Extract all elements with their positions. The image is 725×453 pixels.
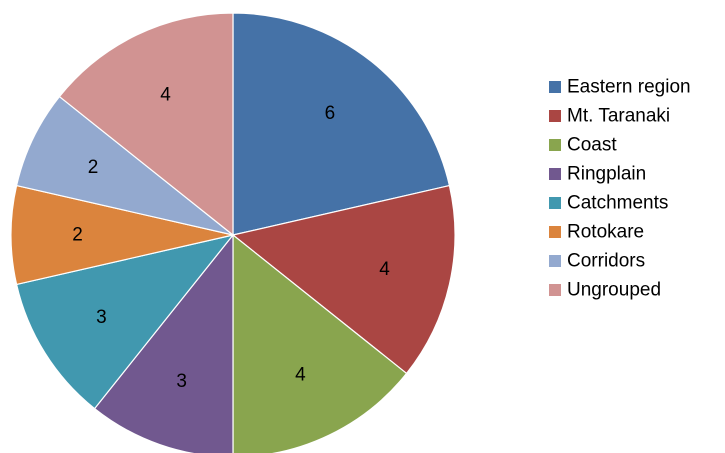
slice-rotokare	[10, 184, 234, 286]
legend-swatch-coast	[549, 139, 561, 151]
slice-eastern-region	[232, 12, 451, 236]
legend-swatch-rotokare	[549, 226, 561, 238]
data-label-corridors: 2	[88, 157, 99, 178]
legend: Eastern region Mt. Taranaki Coast Ringplain…	[549, 77, 691, 301]
slice-corridors	[15, 95, 234, 236]
pie-data-labels: 6 4 4 3 3 2 2 4	[72, 85, 390, 393]
legend-label-catchments: Catchments	[567, 193, 668, 214]
data-label-eastern-region: 6	[325, 103, 336, 124]
data-label-mt-taranaki: 4	[379, 259, 390, 280]
data-label-coast: 4	[295, 365, 306, 386]
legend-item-ungrouped: Ungrouped	[549, 280, 661, 301]
pie-slices	[10, 12, 456, 453]
legend-item-eastern-region: Eastern region	[549, 77, 691, 98]
data-label-rotokare: 2	[72, 225, 83, 246]
legend-item-corridors: Corridors	[549, 251, 645, 272]
data-label-ringplain: 3	[176, 371, 187, 392]
legend-label-ringplain: Ringplain	[567, 164, 646, 185]
legend-label-eastern-region: Eastern region	[567, 77, 691, 98]
legend-label-mt-taranaki: Mt. Taranaki	[567, 106, 670, 127]
legend-label-coast: Coast	[567, 135, 617, 156]
legend-swatch-catchments	[549, 197, 561, 209]
slice-mt-taranaki	[231, 184, 456, 375]
legend-item-coast: Coast	[549, 135, 617, 156]
legend-swatch-ringplain	[549, 168, 561, 180]
data-label-ungrouped: 4	[160, 85, 171, 106]
legend-swatch-corridors	[549, 255, 561, 267]
slice-coast	[232, 233, 408, 453]
legend-swatch-ungrouped	[549, 284, 561, 296]
legend-label-rotokare: Rotokare	[567, 222, 644, 243]
legend-item-mt-taranaki: Mt. Taranaki	[549, 106, 670, 127]
legend-swatch-eastern-region	[549, 81, 561, 93]
slice-ungrouped	[58, 12, 234, 237]
legend-item-ringplain: Ringplain	[549, 164, 646, 185]
data-label-catchments: 3	[96, 307, 107, 328]
slice-catchments	[15, 234, 235, 410]
legend-swatch-mt-taranaki	[549, 110, 561, 122]
legend-label-ungrouped: Ungrouped	[567, 280, 661, 301]
legend-item-catchments: Catchments	[549, 193, 668, 214]
legend-item-rotokare: Rotokare	[549, 222, 644, 243]
slice-ringplain	[93, 233, 234, 453]
legend-label-corridors: Corridors	[567, 251, 645, 272]
